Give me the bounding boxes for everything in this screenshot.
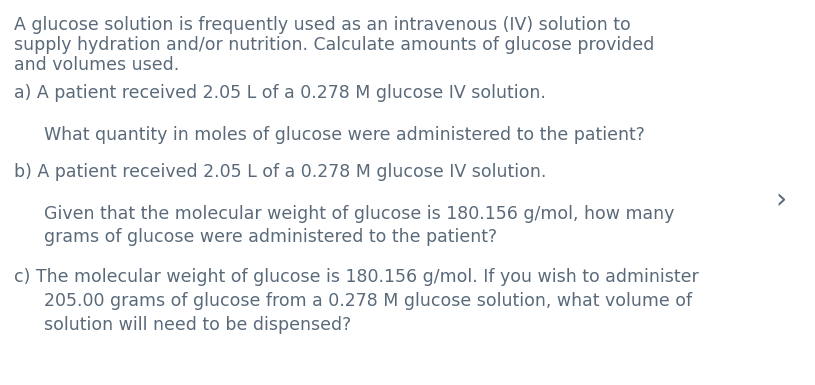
Text: What quantity in moles of glucose were administered to the patient?: What quantity in moles of glucose were a… <box>44 126 645 144</box>
Text: solution will need to be dispensed?: solution will need to be dispensed? <box>44 316 351 334</box>
Text: a) A patient received 2.05 L of a 0.278 M glucose IV solution.: a) A patient received 2.05 L of a 0.278 … <box>14 84 546 102</box>
Text: b) A patient received 2.05 L of a 0.278 M glucose IV solution.: b) A patient received 2.05 L of a 0.278 … <box>14 163 546 181</box>
Text: c) The molecular weight of glucose is 180.156 g/mol. If you wish to administer: c) The molecular weight of glucose is 18… <box>14 268 698 286</box>
Text: ›: › <box>775 186 786 214</box>
Text: supply hydration and/or nutrition. Calculate amounts of glucose provided: supply hydration and/or nutrition. Calcu… <box>14 36 654 54</box>
Text: and volumes used.: and volumes used. <box>14 56 179 74</box>
Text: A glucose solution is frequently used as an intravenous (IV) solution to: A glucose solution is frequently used as… <box>14 16 631 34</box>
Text: Given that the molecular weight of glucose is 180.156 g/mol, how many: Given that the molecular weight of gluco… <box>44 205 674 223</box>
Text: grams of glucose were administered to the patient?: grams of glucose were administered to th… <box>44 228 497 246</box>
Text: 205.00 grams of glucose from a 0.278 M glucose solution, what volume of: 205.00 grams of glucose from a 0.278 M g… <box>44 292 692 310</box>
